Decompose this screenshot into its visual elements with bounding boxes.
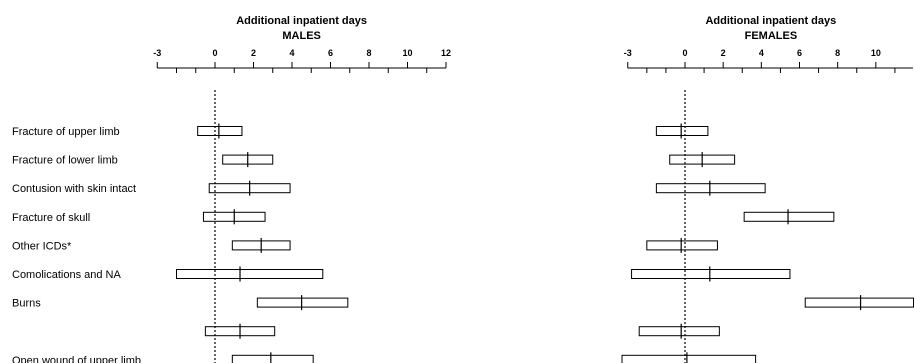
confidence-interval-box [256, 297, 349, 308]
category-label: Fracture of upper limb [12, 126, 120, 138]
category-label: Comolications and NA [12, 269, 121, 281]
confidence-interval-box [646, 240, 718, 251]
confidence-interval-box [631, 269, 791, 279]
x-tick-label: 6 [797, 48, 802, 58]
confidence-interval-box [621, 354, 757, 363]
x-tick-label: -3 [624, 48, 632, 58]
category-label: Burns [12, 298, 41, 310]
x-tick-label: 4 [289, 48, 294, 58]
x-tick-label: 10 [402, 48, 412, 58]
chart-subtitle: FEMALES [745, 30, 798, 42]
category-label: Fracture of skull [12, 212, 90, 224]
category-label: Fracture of lower limb [12, 155, 118, 167]
x-tick-label: 12 [441, 48, 451, 58]
chart-title: Additional inpatient days [236, 15, 367, 27]
males-panel: Additional inpatient days MALES -3 0 2 4 6 8 10 1… [12, 15, 451, 363]
chart-subtitle: MALES [282, 30, 321, 42]
x-tick-label: 4 [759, 48, 764, 58]
x-tick-label: 8 [835, 48, 840, 58]
x-tick-label: 0 [682, 48, 687, 58]
confidence-interval-box [743, 211, 835, 222]
category-label: Open wound of upper limb [12, 355, 141, 363]
x-tick-label: 6 [328, 48, 333, 58]
females-panel: Additional inpatient days FEMALES -3 0 2 4 6 8 1… [621, 15, 914, 363]
confidence-interval-box [655, 183, 766, 194]
x-tick-label: 2 [721, 48, 726, 58]
category-label: Contusion with skin intact [12, 183, 136, 195]
confidence-interval-box [197, 126, 243, 136]
chart-title: Additional inpatient days [705, 15, 836, 27]
confidence-interval-box [655, 126, 709, 136]
x-tick-label: 0 [212, 48, 217, 58]
confidence-interval-box [804, 297, 914, 308]
x-tick-label: 8 [366, 48, 371, 58]
confidence-interval-box [638, 326, 720, 337]
confidence-interval-box [231, 354, 314, 363]
x-tick-label: 10 [871, 48, 881, 58]
category-label: Other ICDs* [12, 240, 72, 252]
x-tick-label: 2 [251, 48, 256, 58]
confidence-interval-box [176, 269, 324, 279]
x-tick-label: -3 [153, 48, 161, 58]
